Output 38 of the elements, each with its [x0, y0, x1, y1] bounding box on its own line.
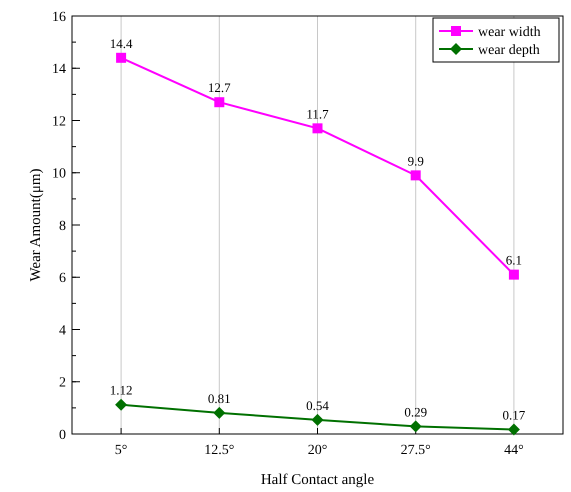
y-tick-label: 6 — [59, 271, 66, 286]
legend-label: wear depth — [478, 42, 540, 58]
x-axis-title: Half Contact angle — [260, 472, 374, 488]
x-tick-label: 5° — [114, 443, 128, 458]
point — [508, 424, 520, 436]
legend-label: wear width — [478, 24, 541, 40]
data-label: 0.29 — [404, 404, 428, 420]
point — [312, 123, 322, 134]
point — [312, 414, 324, 426]
x-tick-label: 44° — [504, 443, 524, 458]
y-tick-label: 14 — [52, 62, 66, 78]
y-tick-label: 0 — [59, 428, 66, 443]
y-tick-label: 12 — [52, 114, 66, 130]
data-label: 0.17 — [502, 408, 526, 423]
y-tick-label: 2 — [59, 376, 66, 391]
point — [115, 398, 128, 411]
x-tick-label: 20° — [308, 443, 328, 458]
y-tick-label: 10 — [52, 166, 66, 182]
data-label: 14.4 — [110, 36, 133, 51]
data-label: 9.9 — [408, 153, 424, 168]
point — [410, 170, 421, 180]
data-label: 6.1 — [506, 252, 522, 268]
y-tick-label: 4 — [59, 323, 66, 338]
point — [213, 406, 226, 419]
y-tick-label: 8 — [59, 218, 66, 234]
point — [116, 52, 126, 63]
x-tick-label: 12.5° — [204, 443, 234, 458]
data-label: 12.7 — [208, 80, 232, 96]
data-label: 0.81 — [208, 390, 231, 406]
y-axis-title: Wear Amount(μm) — [28, 168, 44, 282]
point — [508, 270, 519, 280]
point — [410, 420, 422, 432]
data-label: 11.7 — [306, 106, 330, 122]
data-label: 0.54 — [306, 398, 330, 413]
point — [214, 97, 224, 108]
x-tick-label: 27.5° — [400, 443, 431, 458]
y-tick-label: 16 — [52, 10, 66, 25]
data-label: 1.12 — [110, 382, 132, 398]
